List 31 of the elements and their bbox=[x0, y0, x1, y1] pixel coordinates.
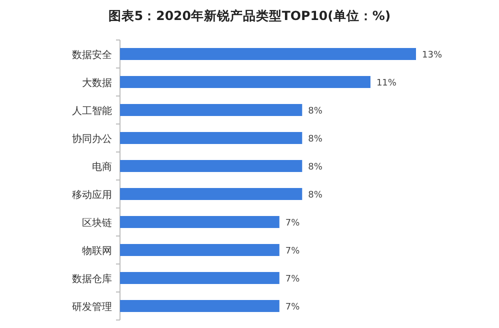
y-tick-label: 协同办公 bbox=[72, 133, 112, 145]
y-tick-label: 人工智能 bbox=[72, 105, 112, 117]
y-tick-label: 大数据 bbox=[82, 77, 112, 89]
bar bbox=[120, 104, 302, 116]
y-tick-label: 研发管理 bbox=[72, 302, 112, 313]
data-label: 7% bbox=[285, 302, 300, 312]
y-tick-label: 移动应用 bbox=[72, 189, 112, 201]
bar bbox=[120, 272, 280, 284]
y-tick-label: 数据仓库 bbox=[72, 273, 112, 285]
data-label: 8% bbox=[308, 106, 323, 116]
chart-title: 图表5：2020年新锐产品类型TOP10(单位：%) bbox=[108, 8, 391, 23]
data-label: 11% bbox=[376, 78, 397, 88]
bar bbox=[120, 188, 302, 200]
data-label: 8% bbox=[308, 162, 323, 172]
data-label: 7% bbox=[285, 274, 300, 284]
bar bbox=[120, 300, 280, 312]
y-tick-label: 电商 bbox=[92, 161, 112, 173]
data-label: 8% bbox=[308, 134, 323, 144]
data-label: 8% bbox=[308, 190, 323, 200]
bar bbox=[120, 216, 280, 228]
bar bbox=[120, 132, 302, 144]
data-label: 7% bbox=[285, 246, 300, 256]
bar bbox=[120, 76, 370, 88]
data-label: 7% bbox=[285, 218, 300, 228]
bar bbox=[120, 48, 416, 60]
data-label: 13% bbox=[422, 50, 442, 60]
y-tick-label: 数据安全 bbox=[72, 49, 112, 61]
y-tick-label: 物联网 bbox=[82, 245, 112, 257]
bar bbox=[120, 244, 280, 256]
bar bbox=[120, 160, 302, 172]
y-tick-label: 区块链 bbox=[82, 217, 112, 229]
